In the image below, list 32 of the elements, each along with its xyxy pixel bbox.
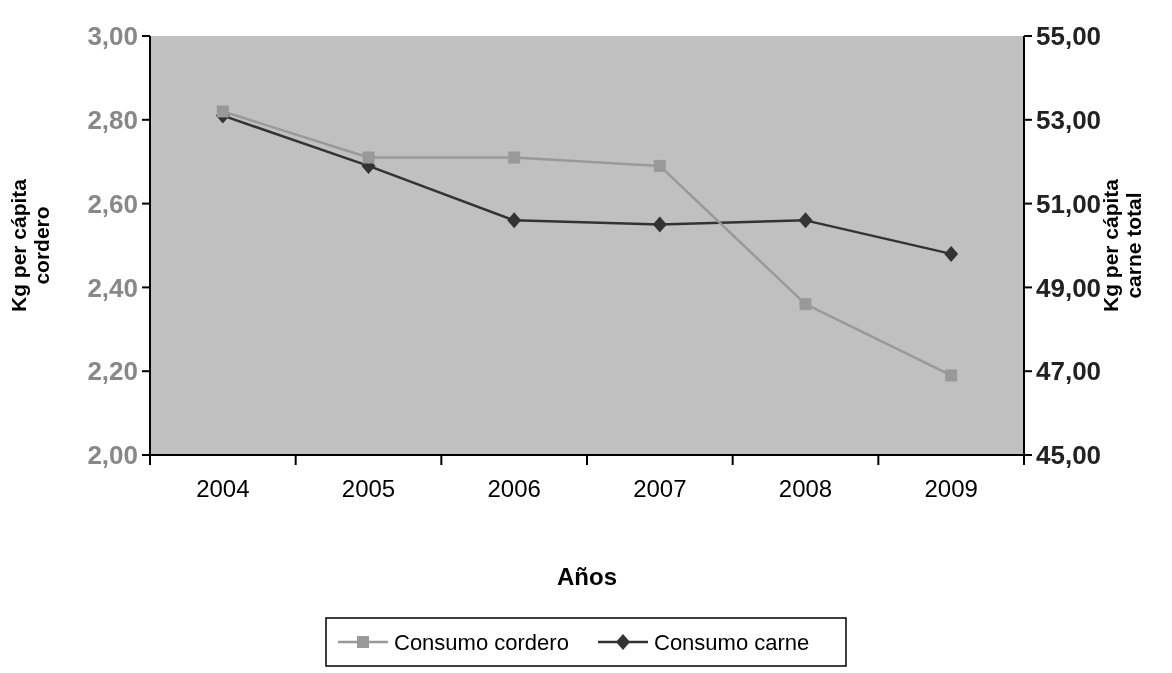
y2-tick-label: 55,00	[1036, 21, 1102, 52]
y-tick-label: 3,00	[87, 21, 138, 52]
point	[216, 105, 229, 118]
x-tick-label: 2008	[778, 475, 833, 502]
x-axis-title: Años	[557, 563, 617, 590]
y-tick-label: 2,80	[87, 104, 138, 135]
x-tick-label: 2007	[633, 475, 687, 502]
x-tick-label: 2006	[487, 475, 541, 502]
point	[362, 151, 375, 164]
point	[944, 245, 959, 262]
x-tick-label: 2005	[341, 475, 396, 502]
y2-tick-label: 47,00	[1036, 356, 1102, 387]
y2-tick-label: 53,00	[1036, 104, 1102, 135]
y-tick-label: 2,60	[87, 188, 138, 219]
y-tick-label: 2,20	[87, 356, 138, 387]
y-tick-label: 2,00	[87, 440, 138, 471]
point	[508, 151, 521, 164]
point	[798, 212, 813, 229]
y2-tick-label: 51,00	[1036, 188, 1102, 219]
point	[653, 159, 666, 172]
y-tick-label: 2,40	[87, 272, 138, 303]
x-tick-label: 2004	[196, 475, 250, 502]
point	[652, 216, 667, 233]
y-axis-title: Kg per cápita cordero	[6, 178, 53, 313]
point	[945, 369, 958, 382]
x-tick-label: 2009	[924, 475, 978, 502]
legend-label: Consumo carne	[654, 629, 810, 655]
y2-tick-label: 49,00	[1036, 272, 1102, 303]
point	[799, 298, 812, 311]
point	[507, 212, 522, 229]
y2-tick-label: 45,00	[1036, 440, 1102, 471]
legend-label: Consumo cordero	[394, 629, 569, 655]
